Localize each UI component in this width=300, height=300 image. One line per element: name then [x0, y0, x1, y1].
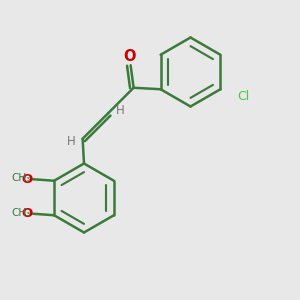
Text: O: O	[123, 49, 135, 64]
Text: methoxy: methoxy	[19, 176, 25, 178]
Text: O: O	[21, 207, 32, 220]
Text: O: O	[21, 173, 32, 186]
Text: Cl: Cl	[237, 90, 249, 103]
Text: H: H	[116, 104, 124, 117]
Text: H: H	[67, 135, 76, 148]
Text: CH₃: CH₃	[11, 208, 30, 218]
Text: CH₃: CH₃	[11, 173, 30, 183]
